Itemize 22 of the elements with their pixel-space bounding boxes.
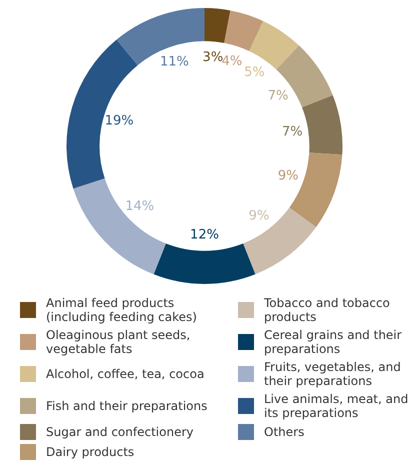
legend-label: Oleaginous plant seeds, vegetable fats xyxy=(46,328,192,356)
data-label: 7% xyxy=(268,88,288,104)
legend-label: Dairy products xyxy=(46,445,134,459)
data-label: 12% xyxy=(190,227,219,242)
data-label: 9% xyxy=(248,208,270,224)
legend-label: Sugar and confectionery xyxy=(46,425,194,439)
legend-label: Fish and their preparations xyxy=(46,399,208,413)
data-label: 11% xyxy=(160,54,189,70)
legend-label: Tobacco and tobacco products xyxy=(264,296,391,324)
data-label: 5% xyxy=(244,64,265,80)
data-label: 9% xyxy=(278,168,298,184)
data-label: 14% xyxy=(125,199,154,214)
legend-label: Fruits, vegetables, and their preparations xyxy=(264,360,402,388)
legend-label: Others xyxy=(264,425,304,439)
legend-label: Cereal grains and their preparations xyxy=(264,328,403,356)
legend-label: Live animals, meat, and its preparations xyxy=(264,392,409,420)
legend-label: Animal feed products (including feeding cakes) xyxy=(46,296,198,324)
data-label: 19% xyxy=(104,114,134,129)
data-label: 3% xyxy=(202,50,224,65)
data-label: 4% xyxy=(222,54,242,69)
data-label: 7% xyxy=(282,124,303,140)
legend-label: Alcohol, coffee, tea, cocoa xyxy=(46,367,204,381)
